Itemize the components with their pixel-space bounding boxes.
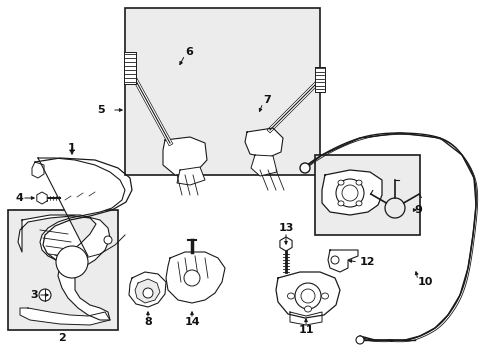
Text: 5: 5 bbox=[97, 105, 105, 115]
Ellipse shape bbox=[304, 306, 311, 312]
Polygon shape bbox=[177, 167, 204, 185]
Bar bbox=[125, 8, 319, 175]
Ellipse shape bbox=[355, 180, 361, 185]
Circle shape bbox=[142, 288, 153, 298]
Text: 7: 7 bbox=[263, 95, 270, 105]
Polygon shape bbox=[20, 308, 110, 325]
Polygon shape bbox=[250, 155, 276, 176]
Circle shape bbox=[301, 289, 314, 303]
Polygon shape bbox=[163, 137, 206, 175]
Polygon shape bbox=[244, 128, 283, 158]
Text: 3: 3 bbox=[30, 290, 38, 300]
Polygon shape bbox=[124, 52, 136, 84]
Text: 8: 8 bbox=[144, 317, 152, 327]
Polygon shape bbox=[165, 252, 224, 303]
Text: 1: 1 bbox=[68, 143, 76, 153]
Polygon shape bbox=[321, 170, 381, 215]
Circle shape bbox=[294, 283, 320, 309]
Polygon shape bbox=[275, 272, 339, 318]
Ellipse shape bbox=[355, 201, 361, 206]
Text: 13: 13 bbox=[278, 223, 293, 233]
Circle shape bbox=[183, 270, 200, 286]
Circle shape bbox=[341, 185, 357, 201]
Polygon shape bbox=[135, 279, 160, 303]
Bar bbox=[314, 155, 419, 235]
Polygon shape bbox=[37, 192, 47, 204]
Circle shape bbox=[335, 179, 363, 207]
Ellipse shape bbox=[287, 293, 294, 299]
Text: 10: 10 bbox=[417, 277, 432, 287]
Bar bbox=[8, 210, 118, 330]
Text: 4: 4 bbox=[15, 193, 23, 203]
Polygon shape bbox=[327, 250, 357, 272]
Text: 11: 11 bbox=[298, 325, 313, 335]
Circle shape bbox=[39, 289, 51, 301]
Text: 12: 12 bbox=[359, 257, 375, 267]
Circle shape bbox=[330, 256, 338, 264]
Text: 2: 2 bbox=[58, 333, 66, 343]
Circle shape bbox=[355, 336, 363, 344]
Circle shape bbox=[56, 246, 88, 278]
Ellipse shape bbox=[321, 293, 328, 299]
Circle shape bbox=[299, 163, 309, 173]
Polygon shape bbox=[18, 215, 110, 320]
Polygon shape bbox=[129, 272, 165, 307]
Polygon shape bbox=[38, 158, 125, 262]
Polygon shape bbox=[289, 312, 321, 325]
Text: 6: 6 bbox=[184, 47, 192, 57]
Text: 9: 9 bbox=[413, 205, 421, 215]
Polygon shape bbox=[32, 162, 44, 178]
Polygon shape bbox=[314, 67, 325, 92]
Ellipse shape bbox=[337, 180, 343, 185]
Ellipse shape bbox=[337, 201, 343, 206]
Circle shape bbox=[104, 236, 112, 244]
Text: 14: 14 bbox=[184, 317, 200, 327]
